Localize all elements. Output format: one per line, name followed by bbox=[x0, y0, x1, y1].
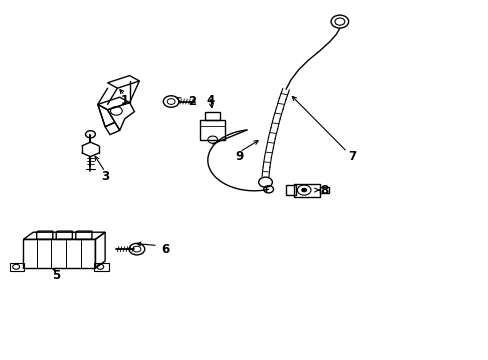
Text: 5: 5 bbox=[52, 269, 60, 282]
Text: 1: 1 bbox=[121, 94, 128, 107]
Bar bbox=[319, 187, 328, 193]
Text: 7: 7 bbox=[347, 150, 355, 163]
Bar bbox=[10, 263, 24, 271]
Text: 6: 6 bbox=[161, 243, 169, 256]
Circle shape bbox=[301, 188, 306, 192]
Bar bbox=[285, 185, 295, 195]
Text: 2: 2 bbox=[188, 95, 196, 108]
Text: 8: 8 bbox=[320, 184, 328, 197]
Bar bbox=[94, 263, 108, 271]
Text: 4: 4 bbox=[206, 94, 214, 107]
Text: 9: 9 bbox=[235, 150, 243, 163]
Bar bbox=[200, 120, 224, 140]
Bar bbox=[205, 112, 220, 120]
Bar bbox=[294, 184, 319, 197]
Text: 3: 3 bbox=[101, 170, 109, 183]
